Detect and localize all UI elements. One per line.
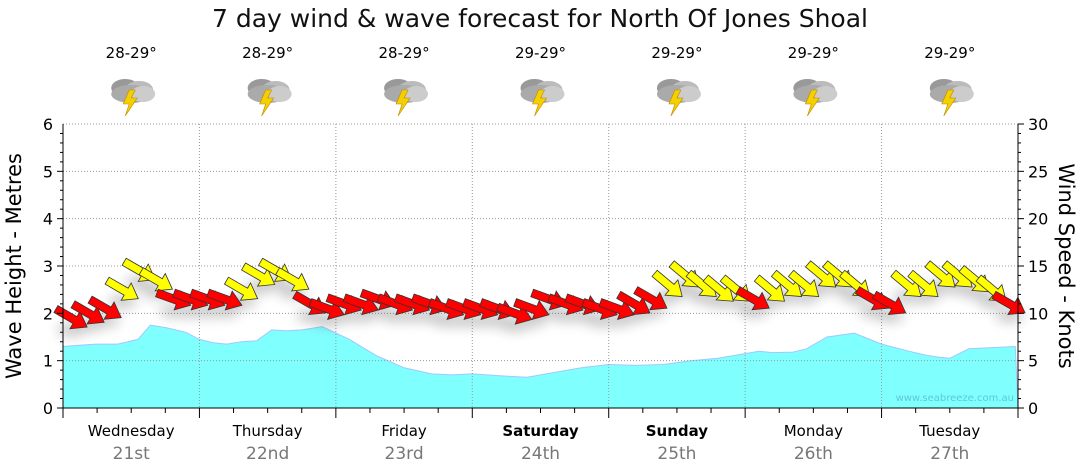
date-label: 21st bbox=[113, 444, 150, 464]
wind-arrow bbox=[804, 260, 837, 288]
wind-arrow bbox=[87, 295, 122, 320]
date-label: 23rd bbox=[385, 444, 424, 464]
lightning-bolt bbox=[122, 89, 138, 117]
left-tick-label: 5 bbox=[43, 162, 53, 181]
right-tick-label: 30 bbox=[1028, 115, 1048, 134]
left-tick-label: 6 bbox=[43, 115, 53, 134]
wind-arrow bbox=[53, 305, 88, 330]
thunderstorm-icon bbox=[793, 79, 838, 117]
day-label: Thursday bbox=[232, 422, 303, 440]
wind-arrow bbox=[735, 286, 770, 311]
day-label: Friday bbox=[381, 422, 427, 440]
lightning-bolt bbox=[941, 89, 957, 117]
thunderstorm-icon bbox=[656, 79, 701, 117]
left-tick-label: 4 bbox=[43, 210, 53, 229]
wind-arrow bbox=[651, 269, 683, 297]
temperature-label: 28-29° bbox=[242, 44, 293, 62]
wind-arrow bbox=[616, 290, 651, 316]
temperature-label: 29-29° bbox=[788, 44, 839, 62]
temperature-label: 29-29° bbox=[924, 44, 975, 62]
day-label: Saturday bbox=[502, 422, 579, 440]
thunderstorm-icon bbox=[247, 79, 292, 117]
wind-arrow bbox=[70, 300, 105, 325]
thunderstorm-icon bbox=[384, 79, 429, 117]
date-label: 25th bbox=[657, 444, 696, 464]
wind-arrow bbox=[206, 288, 243, 311]
wind-arrow bbox=[924, 260, 956, 288]
wind-arrow bbox=[513, 298, 550, 320]
lightning-bolt bbox=[668, 89, 684, 117]
wind-arrow bbox=[871, 290, 907, 316]
date-label: 27th bbox=[930, 444, 969, 464]
left-tick-label: 1 bbox=[43, 352, 53, 371]
lightning-bolt bbox=[395, 89, 411, 117]
lightning-bolt bbox=[259, 89, 275, 117]
wind-arrow bbox=[598, 298, 635, 320]
wind-arrow bbox=[787, 269, 820, 297]
left-tick-label: 2 bbox=[43, 304, 53, 323]
lightning-bolt bbox=[804, 89, 820, 117]
right-tick-label: 25 bbox=[1028, 162, 1048, 181]
temperature-label: 29-29° bbox=[515, 44, 566, 62]
day-label: Tuesday bbox=[918, 422, 980, 440]
right-tick-label: 5 bbox=[1028, 352, 1038, 371]
wind-arrow bbox=[890, 269, 922, 297]
left-tick-label: 3 bbox=[43, 257, 53, 276]
wave-area bbox=[62, 324, 1019, 409]
chart-title: 7 day wind & wave forecast for North Of … bbox=[212, 4, 868, 33]
watermark: www.seabreeze.com.au bbox=[896, 393, 1014, 404]
date-label: 22nd bbox=[246, 444, 289, 464]
temperature-label: 29-29° bbox=[651, 44, 702, 62]
right-tick-label: 20 bbox=[1028, 210, 1048, 229]
wind-arrow bbox=[991, 290, 1026, 316]
wind-arrow bbox=[223, 276, 259, 301]
day-label: Monday bbox=[784, 422, 843, 440]
wind-arrow bbox=[770, 269, 803, 297]
wind-arrow bbox=[240, 262, 276, 287]
thunderstorm-icon bbox=[929, 79, 974, 117]
left-axis-label: Wave Height - Metres bbox=[2, 153, 26, 379]
right-tick-label: 0 bbox=[1028, 399, 1038, 418]
wind-arrow bbox=[753, 274, 786, 302]
date-label: 24th bbox=[521, 444, 560, 464]
wind-arrow bbox=[907, 269, 939, 297]
wind-arrow bbox=[633, 286, 668, 311]
thunderstorm-icon bbox=[520, 79, 565, 117]
right-tick-label: 15 bbox=[1028, 257, 1048, 276]
right-tick-label: 10 bbox=[1028, 304, 1048, 323]
day-label: Wednesday bbox=[88, 422, 175, 440]
day-label: Sunday bbox=[646, 422, 709, 440]
left-tick-label: 0 bbox=[43, 399, 53, 418]
temperature-label: 28-29° bbox=[379, 44, 430, 62]
wind-arrow bbox=[138, 267, 173, 292]
thunderstorm-icon bbox=[111, 79, 156, 117]
right-axis-label: Wind Speed - Knots bbox=[1054, 163, 1078, 368]
temperature-label: 28-29° bbox=[106, 44, 157, 62]
wind-arrow bbox=[104, 276, 139, 301]
wind-arrow bbox=[275, 267, 310, 292]
lightning-bolt bbox=[532, 89, 548, 117]
date-label: 26th bbox=[794, 444, 833, 464]
wind-arrow bbox=[702, 274, 734, 302]
